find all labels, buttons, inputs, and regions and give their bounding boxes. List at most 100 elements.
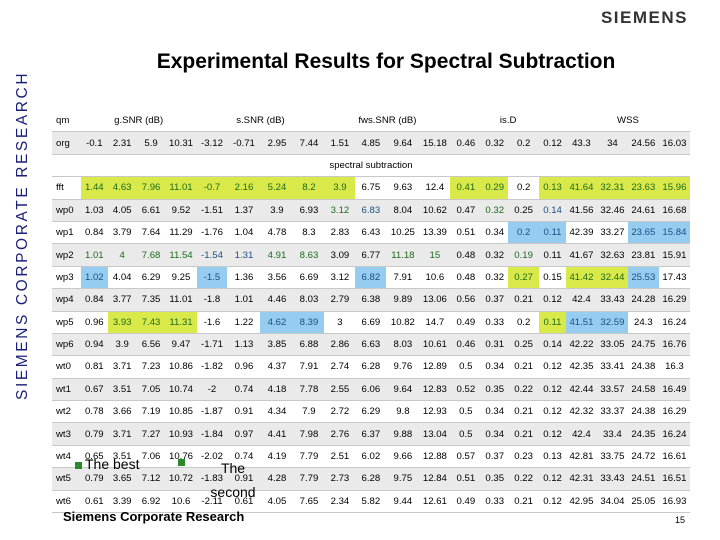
table-cell: 9.44 [386, 490, 420, 514]
table-cell: -2 [196, 378, 228, 402]
table-cell: 12.88 [419, 445, 451, 469]
siemens-logo: SIEMENS [600, 8, 688, 27]
table-cell: 3.56 [260, 266, 294, 290]
table-cell: 0.2 [508, 131, 540, 155]
table-row: wt6 0.61 3.39 6.92 10.6 -2.11 0.61 4.05 7.65 2.34… [52, 490, 690, 514]
table-cell: 0.21 [508, 355, 540, 379]
table-cell: 23.81 [627, 243, 659, 267]
table-cell: 4.78 [260, 221, 294, 245]
table-cell: 16.3 [658, 355, 690, 379]
table-cell: 0.61 [80, 490, 108, 514]
table-cell: 25.05 [627, 490, 659, 514]
table-cell: 7.05 [136, 378, 166, 402]
table-cell: 10.86 [165, 355, 197, 379]
table-cell: 3.9 [324, 176, 356, 200]
table-cell: 2.55 [324, 378, 356, 402]
row-label: fft [52, 176, 81, 200]
legend-second-label: The second [210, 460, 256, 500]
table-cell: 4.85 [355, 131, 387, 155]
table-cell: 0.32 [481, 199, 509, 222]
table-cell: 12.83 [419, 378, 451, 402]
table-cell: 2.74 [324, 355, 356, 379]
row-label: wp5 [52, 311, 81, 334]
table-cell: 23.63 [627, 176, 659, 200]
table-cell: 10.93 [165, 422, 197, 446]
table-cell: 1.04 [227, 221, 261, 245]
table-cell: 8.39 [293, 311, 325, 334]
table-cell: 6.92 [136, 490, 166, 514]
table-cell: 7.9 [293, 400, 325, 424]
table-cell: 42.39 [565, 221, 597, 245]
table-cell: 0.29 [481, 176, 509, 200]
table-cell: 0.12 [539, 288, 566, 312]
column-header: g.SNR (dB) [80, 110, 197, 133]
table-cell: 3.9 [107, 333, 137, 357]
table-cell: 3.71 [107, 422, 137, 446]
table-cell: 43.3 [565, 131, 597, 155]
row-label: wp6 [52, 333, 81, 357]
table-cell: 15.91 [658, 243, 690, 267]
table-cell: 0.2 [508, 311, 540, 334]
table-row: wt4 0.65 3.51 7.06 10.76 -2.02 0.74 4.19 7.79 2.5… [52, 445, 690, 469]
table-cell: 3.09 [324, 243, 356, 267]
table-cell: 24.75 [627, 333, 659, 357]
table-cell: 7.65 [293, 490, 325, 514]
results-table: qm g.SNR (dB) s.SNR (dB) fws.SNR (dB) is.D WS… [52, 110, 690, 514]
table-cell: 3 [324, 311, 356, 334]
table-cell: 16.51 [658, 467, 690, 491]
table-cell: 0.31 [481, 333, 509, 357]
table-cell: 24.58 [627, 378, 659, 402]
table-cell: 0.34 [481, 422, 509, 446]
table-cell: 6.83 [355, 199, 387, 222]
table-cell: 16.49 [658, 378, 690, 402]
table-row: wt0 0.81 3.71 7.23 10.86 -1.82 0.96 4.37 7.91 2.7… [52, 355, 690, 379]
table-cell: 0.47 [450, 199, 482, 222]
table-cell: 10.72 [165, 467, 197, 491]
table-cell: 3.71 [107, 355, 137, 379]
table-cell: 16.03 [658, 131, 690, 155]
legend-second: The second [178, 456, 288, 504]
table-cell: 0.25 [508, 333, 540, 357]
table-cell: 3.77 [107, 288, 137, 312]
table-cell: 2.34 [324, 490, 356, 514]
row-label: wt4 [52, 445, 81, 469]
table-cell: 3.79 [107, 221, 137, 245]
table-cell: 6.88 [293, 333, 325, 357]
table-cell: 0.49 [450, 311, 482, 334]
table-cell: 10.25 [386, 221, 420, 245]
table-cell: 11.29 [165, 221, 197, 245]
table-cell: -1.76 [196, 221, 228, 245]
table-cell: 13.04 [419, 422, 451, 446]
table-cell: 0.5 [450, 400, 482, 424]
table-cell: 10.6 [419, 266, 451, 290]
table-cell: 15.96 [658, 176, 690, 200]
table-cell: -1.87 [196, 400, 228, 424]
table-cell: 7.91 [386, 266, 420, 290]
table-cell: 32.44 [596, 266, 628, 290]
table-cell: 32.59 [596, 311, 628, 334]
table-cell: 2.72 [324, 400, 356, 424]
table-cell: 6.93 [293, 199, 325, 222]
table-cell: 1.36 [227, 266, 261, 290]
table-cell: 0.46 [450, 333, 482, 357]
table-cell: 7.19 [136, 400, 166, 424]
table-row: wt2 0.78 3.66 7.19 10.85 -1.87 0.91 4.34 7.9 2.72… [52, 400, 690, 424]
table-cell: 0.12 [539, 467, 566, 491]
table-cell: 24.72 [627, 445, 659, 469]
table-cell: 7.68 [136, 243, 166, 267]
row-label: wp4 [52, 288, 81, 312]
table-cell: 42.81 [565, 445, 597, 469]
table-cell: 2.73 [324, 467, 356, 491]
table-cell: 0.22 [508, 378, 540, 402]
table-cell: 8.63 [293, 243, 325, 267]
table-cell: 9.25 [165, 266, 197, 290]
table-cell: -1.5 [196, 266, 228, 290]
table-cell: 1.37 [227, 199, 261, 222]
table-cell: 0.12 [539, 400, 566, 424]
table-cell: 33.75 [596, 445, 628, 469]
table-cell: 0.25 [508, 199, 540, 222]
table-cell: -1.83 [196, 467, 228, 491]
table-cell: -0.71 [227, 131, 261, 155]
table-cell: 32.31 [596, 176, 628, 200]
row-label: wt1 [52, 378, 81, 402]
